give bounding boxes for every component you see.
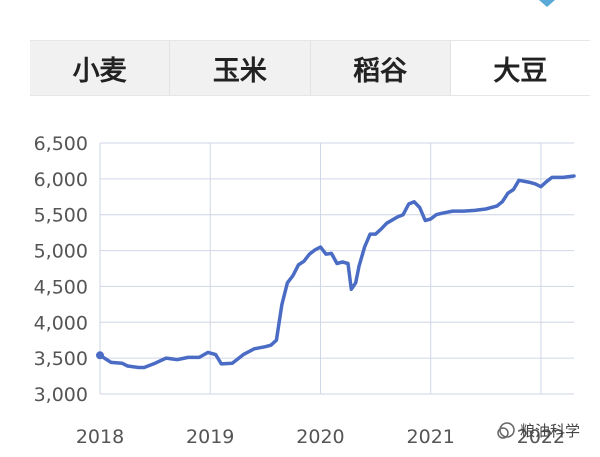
watermark-text: 粮油科学 xyxy=(520,422,580,440)
tab-rice[interactable]: 稻谷 xyxy=(310,41,451,95)
series-line-0 xyxy=(98,174,576,370)
y-tick-label: 4,500 xyxy=(34,276,88,298)
watermark: 粮油科学 xyxy=(497,422,580,440)
y-tick-label: 5,500 xyxy=(34,205,88,227)
series-layer xyxy=(96,174,576,370)
axis-labels: 3,000 3,500 4,000 4,500 5,000 5,500 6,000 6,500… xyxy=(34,133,566,448)
tab-soybean[interactable]: 大豆 xyxy=(450,41,590,95)
x-tick-label: 2018 xyxy=(76,426,124,448)
x-tick-label: 2021 xyxy=(407,426,455,448)
y-tick-label: 6,500 xyxy=(34,133,88,155)
x-tick-label: 2020 xyxy=(296,426,344,448)
y-tick-label: 3,000 xyxy=(34,384,88,406)
crop-tabs: 小麦 玉米 稻谷 大豆 xyxy=(30,40,590,96)
y-tick-label: 5,000 xyxy=(34,241,88,263)
corner-logo-icon xyxy=(539,0,555,7)
tab-corn[interactable]: 玉米 xyxy=(170,41,311,95)
x-tick-label: 2019 xyxy=(186,426,234,448)
x-tick-label: 2022 xyxy=(517,426,565,448)
y-tick-label: 4,000 xyxy=(34,312,88,334)
series-start-point xyxy=(96,351,104,360)
y-tick-label: 6,000 xyxy=(34,169,88,191)
y-tick-label: 3,500 xyxy=(34,348,88,370)
wechat-icon-inner xyxy=(497,427,509,439)
grid-layer xyxy=(99,142,574,395)
tab-wheat[interactable]: 小麦 xyxy=(30,41,171,95)
